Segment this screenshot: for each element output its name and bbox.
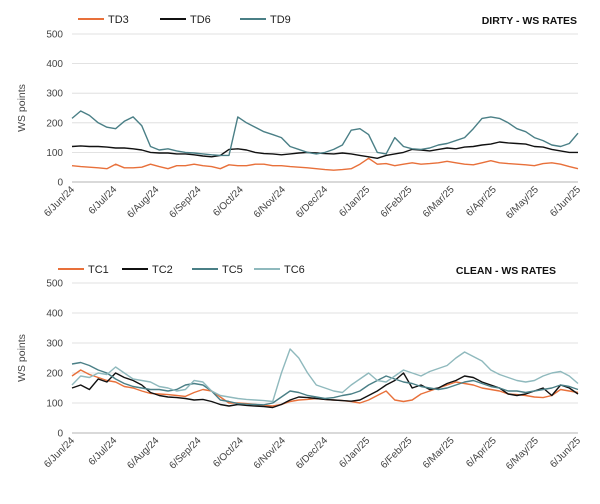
chart1-x-tick-7: 6/Jan/25 [337,184,372,219]
chart2-legend-label-tc6: TC6 [284,264,305,276]
chart1-y-tick-200: 200 [46,118,63,129]
chart1-y-tick-400: 400 [46,59,63,70]
chart2-x-tick-5: 6/Nov/24 [252,435,288,471]
chart2-x-tick-12: 6/Jun/25 [548,435,583,470]
chart2-y-tick-200: 200 [46,369,63,380]
chart2-x-tick-8: 6/Feb/25 [379,435,415,471]
chart1-x-tick-3: 6/Sep/24 [168,184,204,220]
chart2-y-tick-300: 300 [46,339,63,350]
chart2-y-tick-100: 100 [46,399,63,410]
chart1-x-tick-1: 6/Jul/24 [87,184,120,217]
chart1-x-tick-0: 6/Jun/24 [42,184,77,219]
chart1-legend-label-td3: TD3 [108,14,129,26]
chart1-x-tick-4: 6/Oct/24 [211,184,246,219]
chart2-x-tick-9: 6/Mar/25 [421,435,457,471]
chart1-series-line-td3 [71,157,579,171]
chart1-y-tick-0: 0 [57,178,63,189]
chart1-legend-label-td9: TD9 [270,14,291,26]
chart1-x-tick-8: 6/Feb/25 [379,184,415,220]
chart2-x-tick-11: 6/May/25 [504,435,541,472]
chart2-x-tick-0: 6/Jun/24 [42,435,77,470]
chart1-y-axis-label: WS points [16,84,28,132]
chart1-y-tick-500: 500 [46,30,63,41]
chart2-x-tick-3: 6/Sep/24 [168,435,204,471]
chart2-x-tick-2: 6/Aug/24 [125,435,161,471]
chart1-title: DIRTY - WS RATES [482,15,577,27]
chart1-series-line-td9 [71,110,579,157]
chart2-x-tick-4: 6/Oct/24 [211,435,246,470]
chart2-series-line-tc6 [71,348,579,403]
chart2-y-tick-500: 500 [46,279,63,290]
chart2-series-line-tc5 [71,361,579,406]
chart1-y-tick-300: 300 [46,89,63,100]
chart1-legend-label-td6: TD6 [190,14,211,26]
chart2-legend-label-tc2: TC2 [152,264,173,276]
chart1-x-tick-11: 6/May/25 [504,184,541,221]
chart2-x-tick-7: 6/Jan/25 [337,435,372,470]
chart2-legend-label-tc5: TC5 [222,264,243,276]
chart2-x-tick-1: 6/Jul/24 [87,435,120,468]
chart2-series-line-tc2 [71,372,579,409]
chart1-x-tick-2: 6/Aug/24 [125,184,161,220]
chart2-legend-label-tc1: TC1 [88,264,109,276]
chart1-x-tick-12: 6/Jun/25 [548,184,583,219]
chart2-y-axis-label: WS points [16,334,28,382]
chart1-x-tick-6: 6/Dec/24 [294,184,330,220]
chart2-x-tick-10: 6/Apr/25 [464,435,499,470]
chart2-x-tick-6: 6/Dec/24 [294,435,330,471]
chart1-series-line-td6 [71,141,578,160]
chart2-title: CLEAN - WS RATES [456,265,556,277]
chart2-y-tick-0: 0 [57,429,63,440]
chart1-y-tick-100: 100 [46,148,63,159]
chart1-x-tick-9: 6/Mar/25 [421,184,457,220]
chart1-x-tick-10: 6/Apr/25 [464,184,499,219]
chart2-y-tick-400: 400 [46,309,63,320]
chart1-x-tick-5: 6/Nov/24 [252,184,288,220]
